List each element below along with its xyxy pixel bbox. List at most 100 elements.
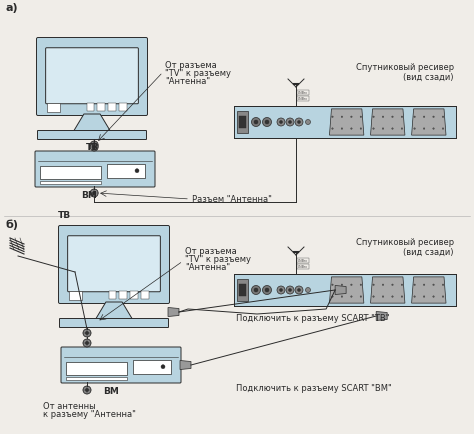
FancyBboxPatch shape xyxy=(46,49,138,105)
Circle shape xyxy=(83,386,91,394)
Circle shape xyxy=(414,284,415,286)
Bar xyxy=(119,291,127,299)
Circle shape xyxy=(298,121,301,124)
FancyBboxPatch shape xyxy=(68,236,160,292)
Bar xyxy=(297,264,309,270)
Text: (вид сзади): (вид сзади) xyxy=(403,73,454,82)
Circle shape xyxy=(332,296,333,298)
Circle shape xyxy=(92,144,96,147)
Bar xyxy=(297,97,309,102)
Circle shape xyxy=(263,286,272,295)
Bar xyxy=(107,164,145,178)
Circle shape xyxy=(341,128,343,130)
Text: ВМ: ВМ xyxy=(104,386,119,395)
Polygon shape xyxy=(329,277,364,303)
Bar xyxy=(297,91,309,96)
Circle shape xyxy=(414,117,415,118)
Text: ТВ: ТВ xyxy=(58,210,71,220)
Circle shape xyxy=(265,288,269,293)
Bar xyxy=(297,258,309,263)
Bar xyxy=(239,284,246,297)
Circle shape xyxy=(295,286,303,294)
Polygon shape xyxy=(376,312,387,321)
FancyBboxPatch shape xyxy=(58,226,170,304)
Text: LNBм: LNBм xyxy=(298,91,308,95)
Circle shape xyxy=(423,296,425,298)
Polygon shape xyxy=(329,110,364,136)
Circle shape xyxy=(289,289,292,292)
Text: "Антенна": "Антенна" xyxy=(165,76,210,85)
Polygon shape xyxy=(168,308,179,317)
Circle shape xyxy=(332,128,333,130)
Circle shape xyxy=(433,284,434,286)
Bar xyxy=(119,104,127,112)
Circle shape xyxy=(286,286,294,294)
Text: От разъема: От разъема xyxy=(185,247,237,256)
Text: Подключить к разъему SCART "ТВ": Подключить к разъему SCART "ТВ" xyxy=(236,314,390,323)
Circle shape xyxy=(392,128,393,130)
Circle shape xyxy=(252,118,261,127)
Circle shape xyxy=(332,117,333,118)
Polygon shape xyxy=(411,110,446,136)
Circle shape xyxy=(433,296,434,298)
Circle shape xyxy=(414,296,415,298)
Circle shape xyxy=(414,128,415,130)
Text: Подключить к разъему SCART "ВМ": Подключить к разъему SCART "ВМ" xyxy=(236,384,392,393)
Circle shape xyxy=(341,284,343,286)
Polygon shape xyxy=(73,115,111,133)
Text: а): а) xyxy=(6,3,18,13)
Circle shape xyxy=(423,117,425,118)
Bar xyxy=(65,362,127,375)
Circle shape xyxy=(306,120,310,125)
Bar xyxy=(87,104,94,112)
Bar xyxy=(237,112,248,134)
Circle shape xyxy=(360,117,362,118)
Circle shape xyxy=(277,119,285,127)
Circle shape xyxy=(360,296,362,298)
Circle shape xyxy=(263,118,272,127)
Circle shape xyxy=(401,117,403,118)
Text: ВМ: ВМ xyxy=(81,191,97,200)
Circle shape xyxy=(90,190,98,197)
Circle shape xyxy=(351,128,352,130)
FancyBboxPatch shape xyxy=(60,319,168,328)
Text: LNBм: LNBм xyxy=(298,259,308,263)
FancyBboxPatch shape xyxy=(35,151,155,187)
Bar xyxy=(65,377,127,381)
Text: Спутниковый ресивер: Спутниковый ресивер xyxy=(356,63,454,72)
Text: б): б) xyxy=(6,220,19,230)
Circle shape xyxy=(295,119,303,127)
Circle shape xyxy=(92,146,96,149)
FancyBboxPatch shape xyxy=(37,131,146,140)
Circle shape xyxy=(277,286,285,294)
Circle shape xyxy=(83,329,91,337)
Circle shape xyxy=(401,296,403,298)
Circle shape xyxy=(373,284,374,286)
Polygon shape xyxy=(371,110,405,136)
Polygon shape xyxy=(371,277,405,303)
Circle shape xyxy=(265,121,269,125)
Bar xyxy=(239,116,246,129)
Circle shape xyxy=(360,284,362,286)
Text: От разъема: От разъема xyxy=(165,60,217,69)
Circle shape xyxy=(90,141,98,150)
Circle shape xyxy=(423,128,425,130)
Text: (вид сзади): (вид сзади) xyxy=(403,247,454,256)
Polygon shape xyxy=(335,286,346,295)
Circle shape xyxy=(351,117,352,118)
Polygon shape xyxy=(180,361,191,370)
FancyBboxPatch shape xyxy=(61,347,181,383)
Circle shape xyxy=(252,286,261,295)
Text: Разъем "Антенна": Разъем "Антенна" xyxy=(192,195,272,204)
Circle shape xyxy=(298,289,301,292)
Circle shape xyxy=(286,119,294,127)
Circle shape xyxy=(442,284,444,286)
Text: ТВ: ТВ xyxy=(85,143,99,151)
Circle shape xyxy=(433,128,434,130)
Text: "TV" к разъему: "TV" к разъему xyxy=(165,68,231,77)
Bar xyxy=(130,291,138,299)
Bar xyxy=(234,274,456,306)
Bar xyxy=(141,291,148,299)
Bar xyxy=(69,291,82,300)
Bar xyxy=(234,107,456,139)
